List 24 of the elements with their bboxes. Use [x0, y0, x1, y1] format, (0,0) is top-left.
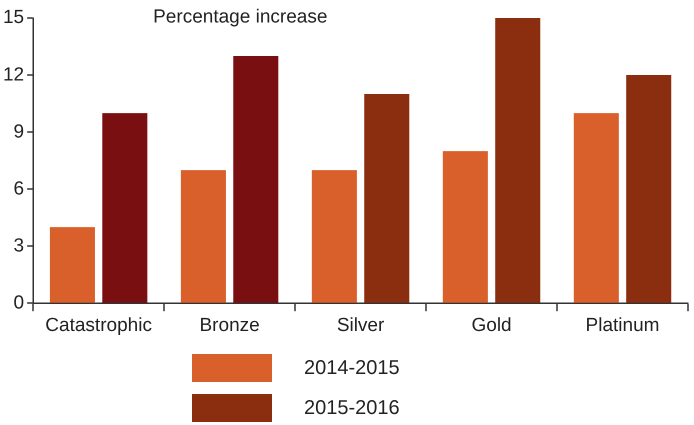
x-tick-label: Platinum: [586, 314, 660, 336]
y-tick-label: 6: [14, 178, 24, 200]
y-axis-title: Percentage increase: [153, 6, 328, 28]
bar: [626, 75, 672, 303]
bar: [495, 18, 540, 303]
bar: [442, 151, 488, 303]
bar: [312, 170, 357, 303]
bar: [180, 170, 226, 303]
bar: [233, 56, 278, 303]
legend-label: 2014-2015: [304, 356, 400, 380]
x-tick-label: Silver: [336, 314, 385, 336]
y-tick-label: 0: [14, 292, 24, 314]
y-tick-label: 15: [2, 7, 24, 28]
bar: [102, 113, 148, 303]
y-tick-label: 12: [2, 64, 24, 86]
bar: [50, 227, 95, 303]
x-tick-label: Catastrophic: [45, 314, 152, 336]
y-tick-label: 3: [14, 235, 24, 256]
bar: [364, 94, 410, 303]
bar: [574, 113, 619, 303]
y-tick-label: 9: [14, 121, 24, 142]
x-tick-label: Bronze: [199, 314, 260, 336]
x-tick-label: Gold: [471, 314, 512, 336]
legend-label: 2015-2016: [304, 396, 400, 420]
